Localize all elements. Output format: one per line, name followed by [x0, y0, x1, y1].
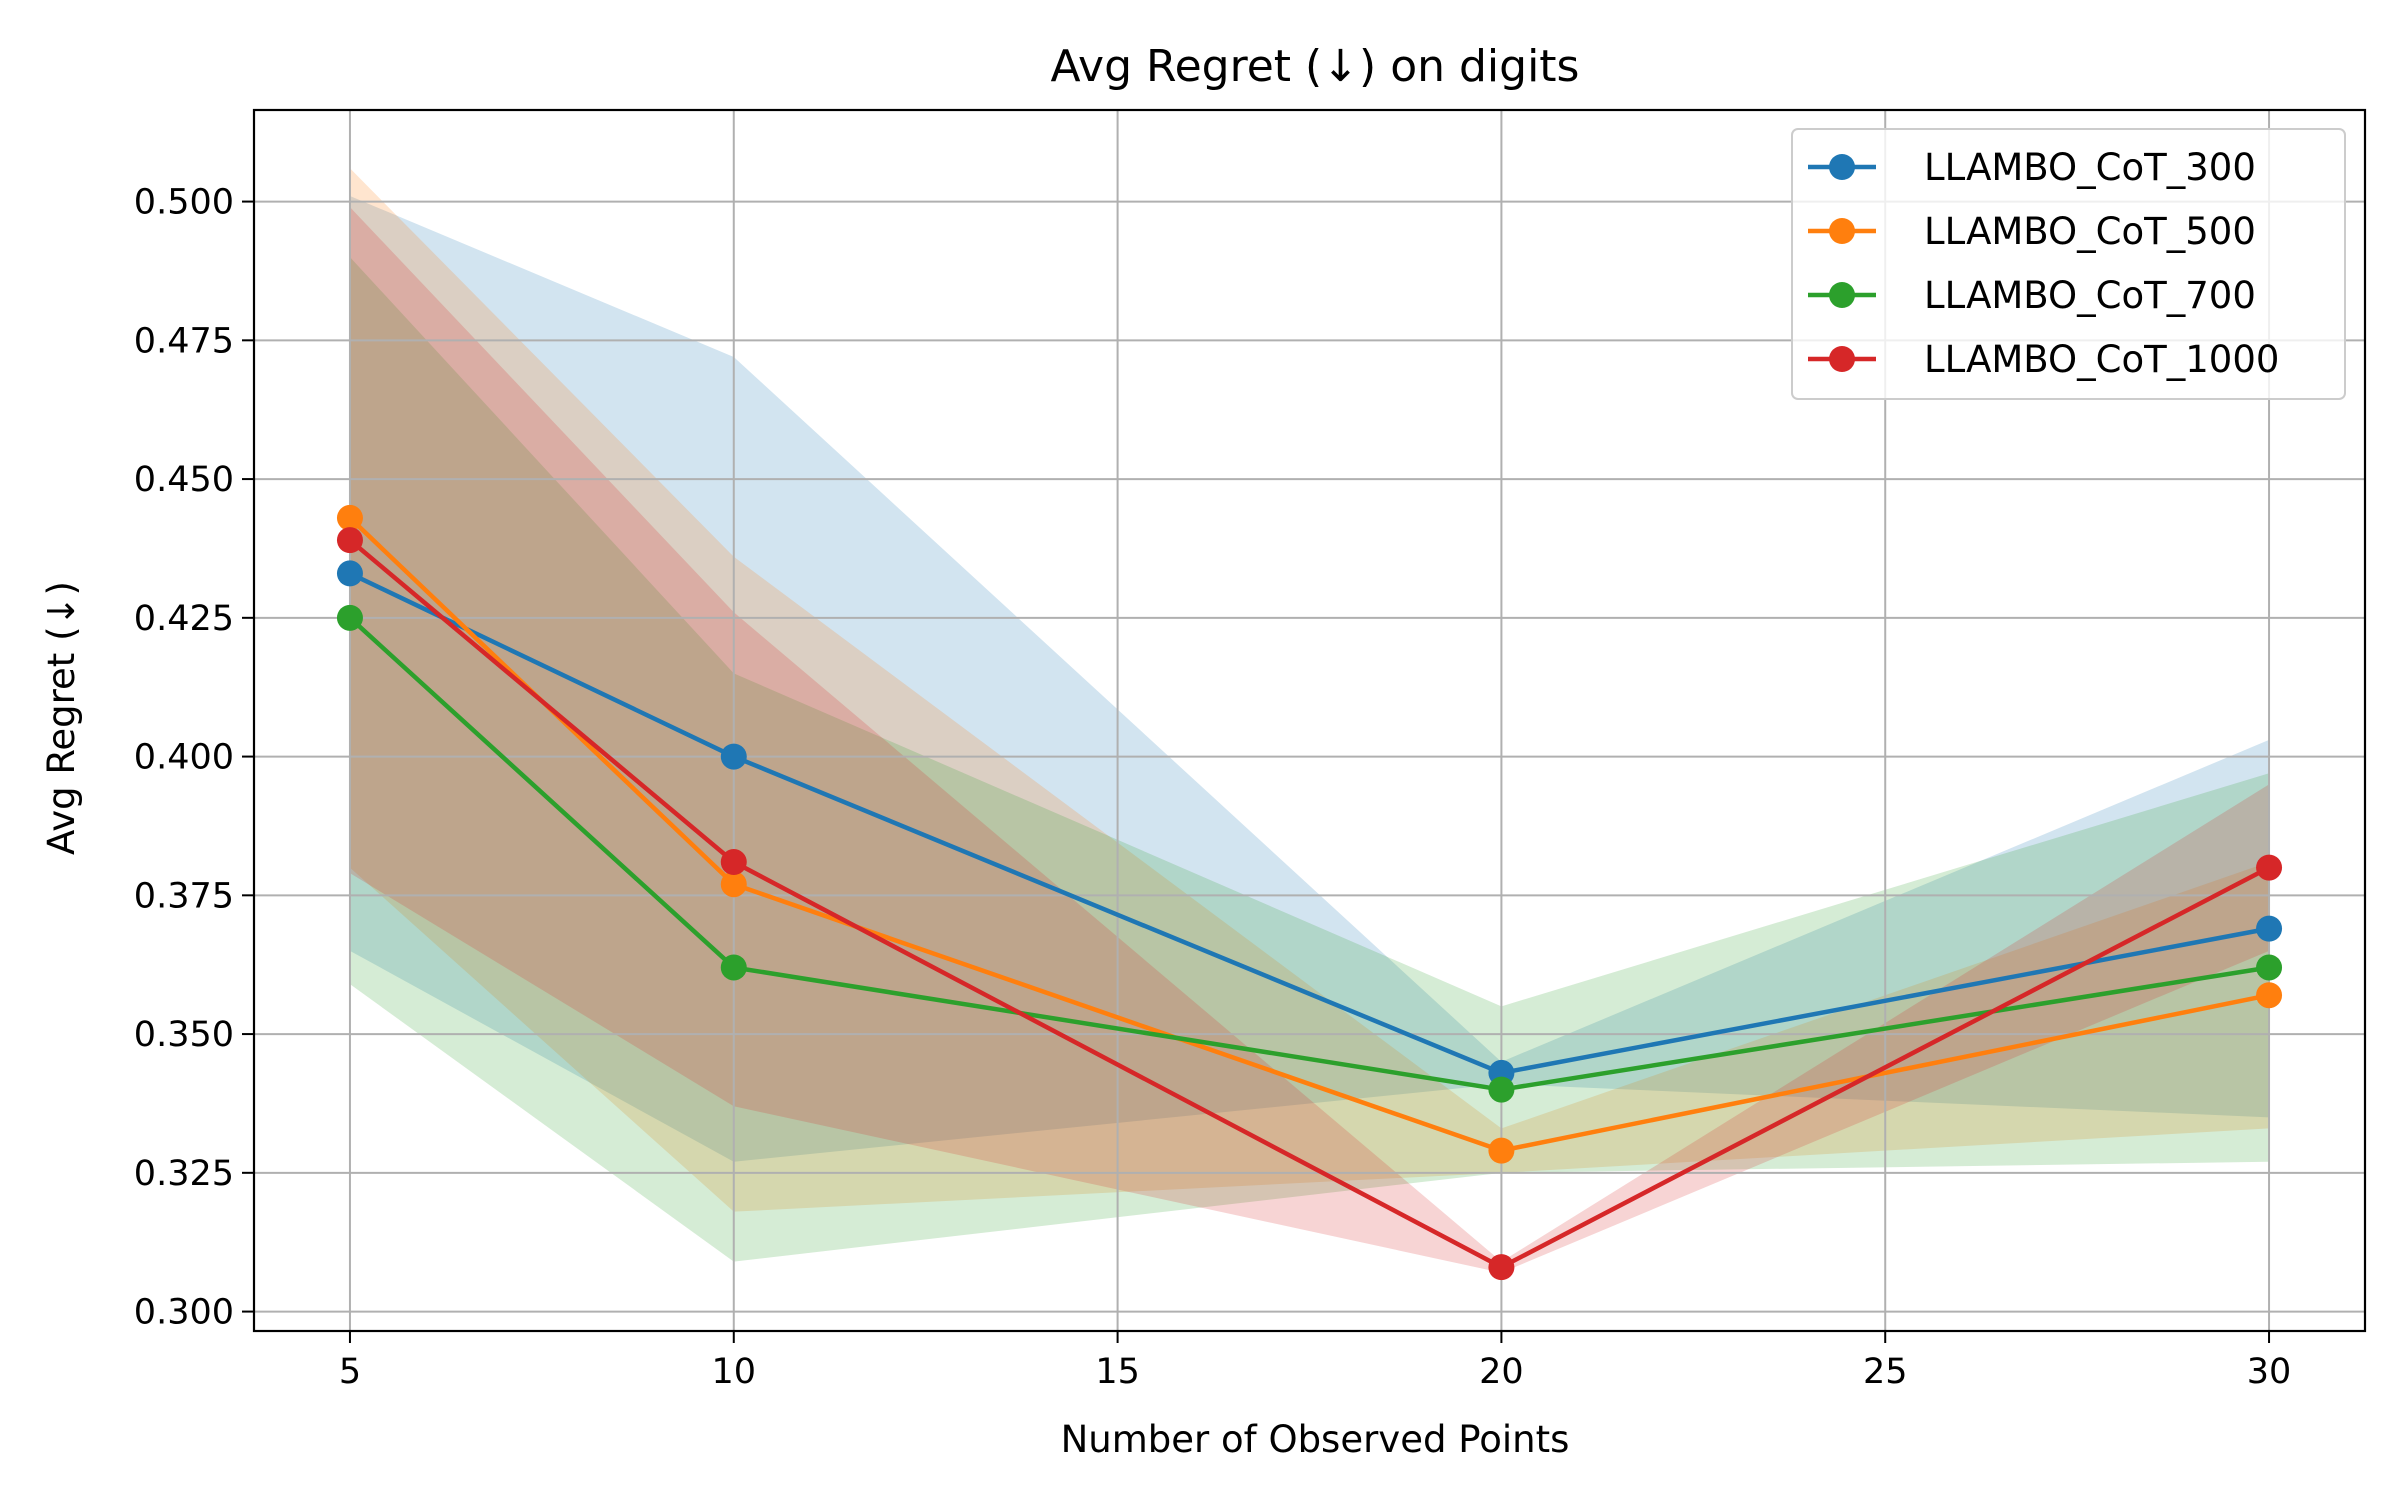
data-point-s3-30	[2256, 954, 2283, 981]
x-tick-label: 25	[1863, 1352, 1908, 1392]
y-tick-label: 0.300	[134, 1293, 234, 1333]
legend-label-1: LLAMBO_CoT_300	[1924, 146, 2256, 189]
data-point-s4-30	[2256, 854, 2283, 881]
legend-label-3: LLAMBO_CoT_700	[1924, 274, 2256, 317]
x-tick-label: 15	[1095, 1352, 1140, 1392]
x-tick-label: 20	[1479, 1352, 1524, 1392]
data-point-s2-30	[2256, 982, 2283, 1009]
y-tick-label: 0.450	[134, 460, 234, 500]
series-line-1	[347, 571, 2272, 1076]
data-point-s4-5	[336, 527, 363, 554]
legend-marker-2	[1829, 218, 1855, 244]
x-axis-label: Number of Observed Points	[1061, 1418, 1570, 1461]
series-line-3	[347, 615, 2272, 1092]
y-tick-label: 0.350	[134, 1015, 234, 1055]
x-tick-label: 5	[339, 1352, 361, 1392]
confidence-bands	[349, 168, 2270, 1273]
data-point-s2-20	[1488, 1137, 1515, 1164]
x-tick-label: 30	[2247, 1352, 2292, 1392]
data-point-s4-10	[720, 849, 747, 876]
x-axis: 5 10 15 20 25 30	[339, 1331, 2292, 1392]
confidence-band-1	[349, 196, 2270, 1162]
plot-frame	[252, 108, 2367, 1333]
y-tick-label: 0.400	[134, 738, 234, 778]
legend-marker-3	[1829, 282, 1855, 308]
series-lines	[347, 515, 2272, 1270]
data-point-s1-5	[336, 560, 363, 587]
legend-label-4: LLAMBO_CoT_1000	[1924, 338, 2279, 381]
legend-box	[1791, 128, 2346, 400]
data-point-s3-20	[1488, 1076, 1515, 1103]
data-point-s1-30	[2256, 915, 2283, 942]
data-point-s2-10	[720, 871, 747, 898]
data-point-s3-10	[720, 954, 747, 981]
legend: LLAMBO_CoT_300 LLAMBO_CoT_500 LLAMBO_CoT_7…	[1791, 128, 2346, 400]
series-markers	[336, 504, 2283, 1281]
confidence-band-3	[349, 257, 2270, 1262]
y-tick-label: 0.425	[134, 599, 234, 639]
y-tick-label: 0.375	[134, 876, 234, 916]
series-line-4	[347, 537, 2272, 1270]
grid-lines	[254, 110, 2365, 1331]
y-axis: 0.300 0.325 0.350 0.375 0.400 0.425 0.450 0.475…	[134, 183, 254, 1333]
legend-marker-1	[1829, 154, 1855, 180]
y-axis-label: Avg Regret (↓)	[40, 581, 83, 855]
data-point-s1-10	[720, 743, 747, 770]
chart-title: Avg Regret (↓) on digits	[1051, 41, 1580, 92]
y-tick-label: 0.500	[134, 183, 234, 223]
y-tick-label: 0.475	[134, 321, 234, 361]
confidence-band-2	[349, 168, 2270, 1212]
data-point-s3-5	[336, 604, 363, 631]
x-tick-label: 10	[711, 1352, 756, 1392]
y-tick-label: 0.325	[134, 1154, 234, 1194]
data-point-s2-5	[336, 504, 363, 531]
legend-label-2: LLAMBO_CoT_500	[1924, 210, 2256, 253]
data-point-s4-20	[1488, 1254, 1515, 1281]
confidence-band-4	[349, 207, 2270, 1273]
legend-marker-4	[1829, 346, 1855, 372]
